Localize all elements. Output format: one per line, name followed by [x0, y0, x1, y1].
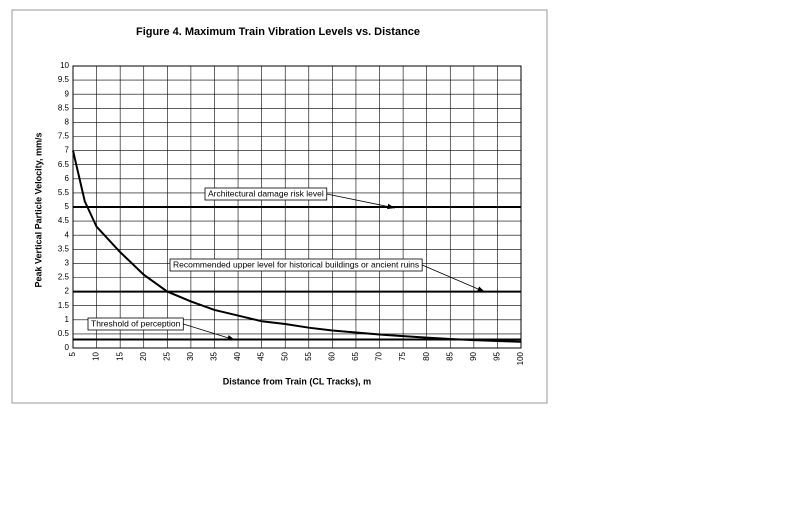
y-tick-label: 0.5 — [58, 329, 70, 338]
y-tick-label: 7.5 — [58, 132, 70, 141]
x-tick-label: 55 — [304, 351, 313, 360]
x-tick-label: 15 — [115, 351, 124, 360]
x-tick-label: 5 — [68, 351, 77, 356]
annotation-arrow — [183, 323, 236, 341]
y-tick-label: 0 — [65, 343, 70, 352]
x-tick-label: 70 — [375, 351, 384, 360]
y-tick-label: 5 — [65, 202, 70, 211]
annotation-label: Threshold of perception — [91, 318, 181, 328]
y-tick-label: 6.5 — [58, 160, 70, 169]
annotation-arrowhead — [227, 335, 235, 341]
x-tick-label: 50 — [280, 351, 289, 360]
x-tick-label: 35 — [210, 351, 219, 360]
annotation-label: Recommended upper level for historical b… — [173, 259, 419, 269]
x-tick-label: 45 — [257, 351, 266, 360]
y-tick-label: 3.5 — [58, 244, 70, 253]
x-tick-label: 20 — [139, 351, 148, 360]
x-tick-label: 80 — [422, 351, 431, 360]
y-tick-label: 4 — [65, 230, 70, 239]
y-tick-label: 6 — [65, 174, 70, 183]
y-tick-label: 9.5 — [58, 75, 70, 84]
y-tick-label: 1 — [65, 315, 70, 324]
annotation-label: Architectural damage risk level — [208, 188, 324, 198]
data-line — [72, 150, 522, 343]
x-tick-label: 90 — [469, 351, 478, 360]
x-tick-label: 85 — [445, 351, 454, 360]
x-tick-label: 60 — [327, 351, 336, 360]
x-tick-label: 100 — [516, 351, 525, 365]
x-tick-label: 10 — [92, 351, 101, 360]
y-tick-label: 8 — [65, 118, 70, 127]
chart-title: Figure 4. Maximum Train Vibration Levels… — [136, 26, 420, 38]
x-axis-label: Distance from Train (CL Tracks), m — [223, 376, 371, 386]
y-tick-label: 9 — [65, 89, 70, 98]
y-tick-label: 1.5 — [58, 301, 70, 310]
annotation-arrowhead — [477, 286, 485, 292]
y-tick-label: 2.5 — [58, 273, 70, 282]
annotation-arrowhead — [387, 203, 395, 210]
y-tick-label: 7 — [65, 146, 70, 155]
y-tick-label: 3 — [65, 259, 70, 268]
y-tick-label: 8.5 — [58, 103, 70, 112]
x-tick-label: 95 — [493, 351, 502, 360]
x-tick-label: 30 — [186, 351, 195, 360]
y-tick-label: 5.5 — [58, 188, 70, 197]
y-tick-label: 4.5 — [58, 216, 70, 225]
x-tick-label: 65 — [351, 351, 360, 360]
x-tick-label: 25 — [162, 351, 171, 360]
y-axis-label: Peak Vertical Particle Velocity, mm/s — [33, 133, 43, 288]
annotation-arrow — [326, 193, 396, 209]
annotation-arrow — [421, 264, 486, 293]
x-tick-label: 75 — [398, 351, 407, 360]
x-tick-label: 40 — [233, 351, 242, 360]
y-tick-label: 2 — [65, 287, 70, 296]
y-tick-label: 10 — [60, 61, 69, 70]
